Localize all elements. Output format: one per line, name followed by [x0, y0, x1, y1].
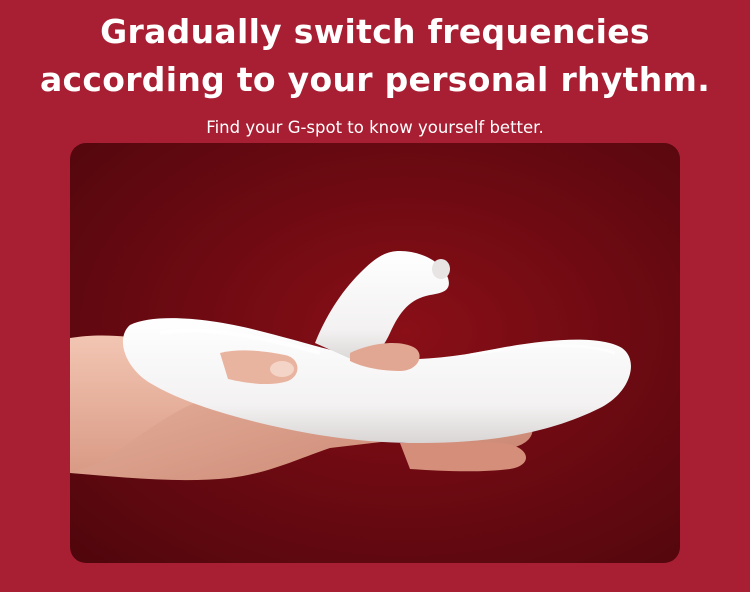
- product-arm: [315, 251, 449, 363]
- suction-tip: [432, 259, 450, 279]
- lower-fingers: [400, 442, 527, 472]
- product-photo: [70, 251, 631, 481]
- headline-line-1: Gradually switch frequencies: [100, 12, 650, 51]
- index-finger: [350, 342, 420, 371]
- thumbnail: [270, 361, 294, 377]
- subheadline: Find your G-spot to know yourself better…: [206, 118, 544, 137]
- headline-line-2: according to your personal rhythm.: [39, 60, 711, 99]
- headline: Gradually switch frequencies according t…: [0, 8, 750, 104]
- product-photo-panel: [70, 143, 680, 563]
